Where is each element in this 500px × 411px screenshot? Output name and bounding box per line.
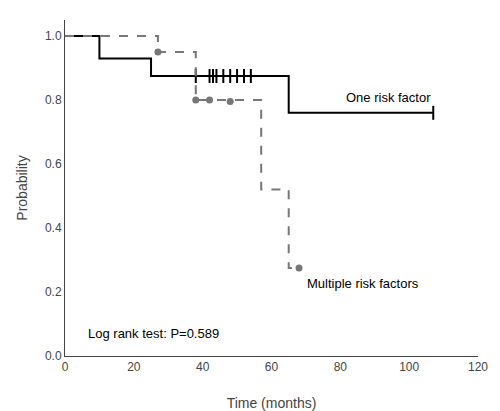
svg-text:80: 80 [334, 360, 348, 374]
svg-text:120: 120 [468, 360, 488, 374]
svg-text:100: 100 [399, 360, 419, 374]
svg-text:0.2: 0.2 [45, 285, 62, 299]
svg-text:0.4: 0.4 [45, 221, 62, 235]
svg-text:0: 0 [62, 360, 69, 374]
svg-text:0.0: 0.0 [45, 349, 62, 363]
svg-text:0.6: 0.6 [45, 157, 62, 171]
svg-text:1.0: 1.0 [45, 29, 62, 43]
svg-text:20: 20 [127, 360, 141, 374]
svg-text:60: 60 [265, 360, 279, 374]
svg-text:0.8: 0.8 [45, 93, 62, 107]
svg-text:Time (months): Time (months) [227, 395, 317, 411]
svg-text:Probability: Probability [14, 155, 30, 220]
svg-text:One risk factor: One risk factor [346, 90, 431, 105]
svg-text:Log rank test: P=0.589: Log rank test: P=0.589 [88, 326, 219, 341]
svg-text:Multiple risk factors: Multiple risk factors [307, 276, 419, 291]
svg-text:40: 40 [196, 360, 210, 374]
